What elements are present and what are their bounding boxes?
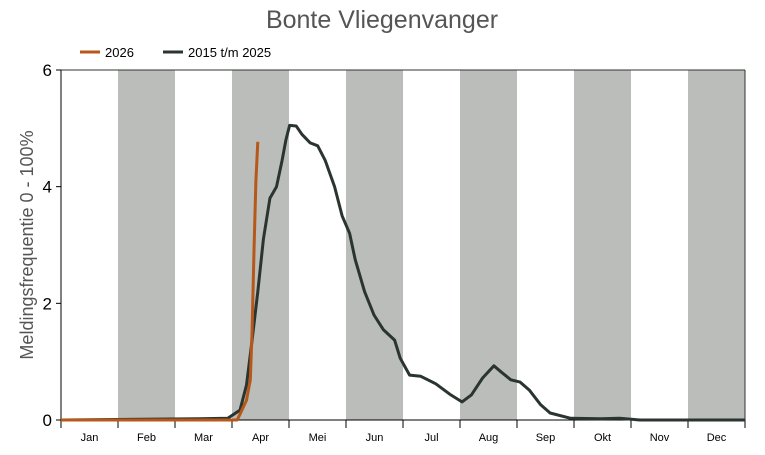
y-axis-label: Meldingsfrequentie 0 - 100% xyxy=(17,130,37,359)
x-tick-label: Aug xyxy=(479,432,499,444)
x-tick-label: Dec xyxy=(707,432,727,444)
x-tick-label: Jan xyxy=(81,432,99,444)
x-tick-label: Mar xyxy=(194,432,213,444)
legend-label-2026: 2026 xyxy=(105,45,134,60)
legend-label-2015-2025: 2015 t/m 2025 xyxy=(188,45,271,60)
y-tick-label: 0 xyxy=(43,411,52,430)
x-tick-label: Apr xyxy=(252,432,269,444)
x-tick-label: Jun xyxy=(366,432,384,444)
month-band-jun xyxy=(346,70,403,420)
y-tick-label: 6 xyxy=(43,61,52,80)
month-band-dec xyxy=(688,70,745,420)
month-band-aug xyxy=(460,70,517,420)
y-tick-label: 4 xyxy=(43,178,52,197)
month-band-okt xyxy=(574,70,631,420)
chart-title: Bonte Vliegenvanger xyxy=(266,6,498,34)
x-tick-label: Feb xyxy=(137,432,156,444)
x-tick-label: Jul xyxy=(424,432,438,444)
series-line-2015-2025 xyxy=(60,123,745,422)
y-tick-label: 2 xyxy=(43,294,52,313)
x-tick-label: Mei xyxy=(309,432,327,444)
x-tick-label: Sep xyxy=(536,432,556,444)
series-line-2026 xyxy=(61,141,260,422)
month-band-feb xyxy=(118,70,175,420)
x-tick-label: Nov xyxy=(650,432,670,444)
month-band-apr xyxy=(232,70,289,420)
x-tick-label: Okt xyxy=(594,432,611,444)
